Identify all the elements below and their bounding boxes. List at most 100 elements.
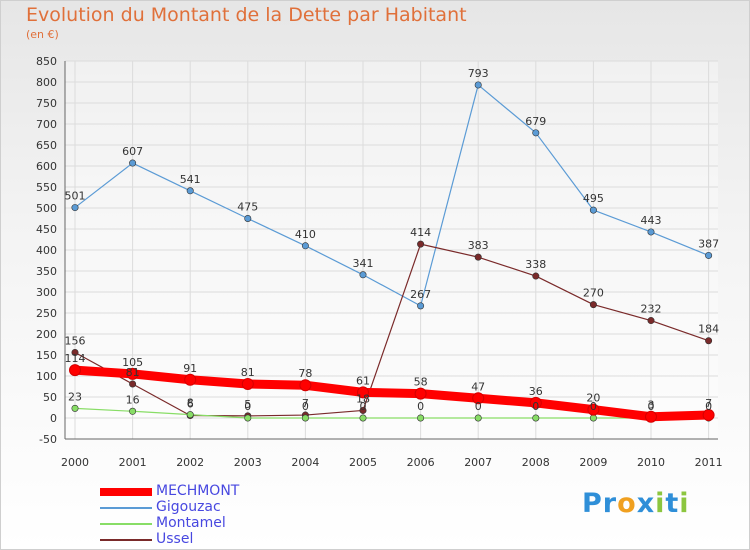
x-tick-label: 2000 — [61, 456, 89, 469]
x-tick-label: 2002 — [176, 456, 204, 469]
data-label-mechmont: 58 — [414, 376, 428, 389]
data-label-montamel: 0 — [244, 400, 251, 413]
data-point-ussel — [532, 272, 540, 280]
y-tick-label: -50 — [39, 433, 57, 446]
y-tick-label: 750 — [36, 97, 57, 110]
data-label-montamel: 0 — [705, 400, 712, 413]
data-point-gigouzac — [474, 81, 482, 89]
data-label-ussel: 5 — [244, 398, 251, 411]
data-label-ussel: 6 — [187, 397, 194, 410]
y-tick-label: 250 — [36, 307, 57, 320]
y-tick-label: 600 — [36, 160, 57, 173]
data-label-mechmont: 20 — [586, 392, 600, 405]
chart-subtitle: (en €) — [26, 28, 59, 41]
data-label-mechmont: 81 — [241, 366, 255, 379]
x-tick-label: 2001 — [119, 456, 147, 469]
data-point-gigouzac — [301, 242, 309, 250]
data-label-mechmont: 91 — [183, 362, 197, 375]
data-point-gigouzac — [589, 206, 597, 214]
grid — [65, 60, 718, 440]
y-tick-label: 800 — [36, 76, 57, 89]
data-label-ussel: 81 — [126, 366, 140, 379]
x-tick-label: 2006 — [407, 456, 435, 469]
proxiti-logo: Proxiti — [582, 488, 690, 519]
data-point-gigouzac — [71, 204, 79, 212]
y-tick-label: 850 — [36, 55, 57, 68]
data-point-mechmont — [299, 379, 312, 392]
data-point-ussel — [71, 348, 79, 356]
data-point-montamel — [71, 404, 79, 412]
data-label-gigouzac: 387 — [698, 237, 719, 250]
data-label-ussel: 184 — [698, 323, 719, 336]
data-point-gigouzac — [647, 228, 655, 236]
data-label-ussel: 232 — [641, 303, 662, 316]
data-point-mechmont — [702, 409, 715, 422]
data-point-ussel — [417, 240, 425, 248]
legend-label: Ussel — [156, 531, 194, 547]
legend-swatch — [100, 488, 152, 496]
logo-letter: i — [655, 488, 666, 519]
data-point-ussel — [647, 317, 655, 325]
x-tick-label: 2010 — [637, 456, 665, 469]
y-tick-label: 400 — [36, 244, 57, 257]
legend-label: Montamel — [156, 515, 226, 531]
axes: -500501001502002503003504004505005506006… — [36, 55, 723, 469]
y-tick-label: 300 — [36, 286, 57, 299]
logo-letter: r — [602, 488, 618, 519]
data-label-gigouzac: 679 — [525, 115, 546, 128]
data-point-mechmont — [69, 364, 81, 377]
chart-title: Evolution du Montant de la Dette par Hab… — [26, 4, 467, 26]
x-tick-label: 2005 — [349, 456, 377, 469]
legend-swatch — [100, 539, 152, 541]
series-line-mechmont — [70, 365, 714, 422]
data-point-gigouzac — [359, 271, 367, 279]
data-point-montamel — [589, 414, 597, 422]
data-point-ussel — [589, 301, 597, 309]
data-label-gigouzac: 410 — [295, 228, 316, 241]
data-point-gigouzac — [244, 215, 252, 223]
data-point-mechmont — [357, 386, 369, 399]
data-label-montamel: 0 — [302, 400, 309, 413]
data-point-ussel — [359, 406, 367, 414]
data-label-gigouzac: 341 — [353, 257, 374, 270]
data-label-montamel: 0 — [360, 400, 367, 413]
data-point-mechmont — [241, 377, 254, 390]
y-tick-label: 700 — [36, 118, 57, 131]
data-label-montamel: 0 — [590, 400, 597, 413]
data-label-montamel: 0 — [475, 400, 482, 413]
x-tick-label: 2004 — [291, 456, 319, 469]
x-tick-label: 2009 — [579, 456, 607, 469]
legend-swatch — [100, 507, 152, 509]
y-tick-label: 200 — [36, 328, 57, 341]
data-label-mechmont: 7 — [705, 397, 712, 410]
data-label-montamel: 23 — [68, 390, 82, 403]
data-point-montamel — [129, 407, 137, 415]
logo-letter: i — [679, 488, 690, 519]
data-labels: 5016075414754103412677936794954433871568… — [65, 67, 720, 413]
data-label-gigouzac: 501 — [65, 190, 86, 203]
series-line-ussel — [74, 243, 710, 417]
data-point-mechmont — [587, 403, 600, 416]
data-label-montamel: 0 — [532, 400, 539, 413]
data-point-mechmont — [184, 373, 197, 386]
data-label-mechmont: 61 — [356, 374, 370, 387]
legend-swatch — [100, 523, 152, 525]
data-point-ussel — [705, 337, 713, 345]
x-tick-label: 2007 — [464, 456, 492, 469]
data-label-montamel: 16 — [126, 393, 140, 406]
data-point-gigouzac — [532, 129, 540, 137]
data-point-montamel — [532, 414, 540, 422]
data-point-gigouzac — [129, 159, 137, 167]
data-label-ussel: 156 — [65, 334, 86, 347]
y-tick-label: 500 — [36, 202, 57, 215]
y-tick-label: 50 — [43, 391, 57, 404]
x-tick-label: 2011 — [695, 456, 723, 469]
data-label-mechmont: 114 — [65, 352, 86, 365]
data-point-gigouzac — [417, 302, 425, 310]
data-label-mechmont: 47 — [471, 380, 485, 393]
data-label-gigouzac: 541 — [180, 173, 201, 186]
logo-letter: x — [636, 488, 656, 519]
data-point-mechmont — [529, 396, 542, 409]
